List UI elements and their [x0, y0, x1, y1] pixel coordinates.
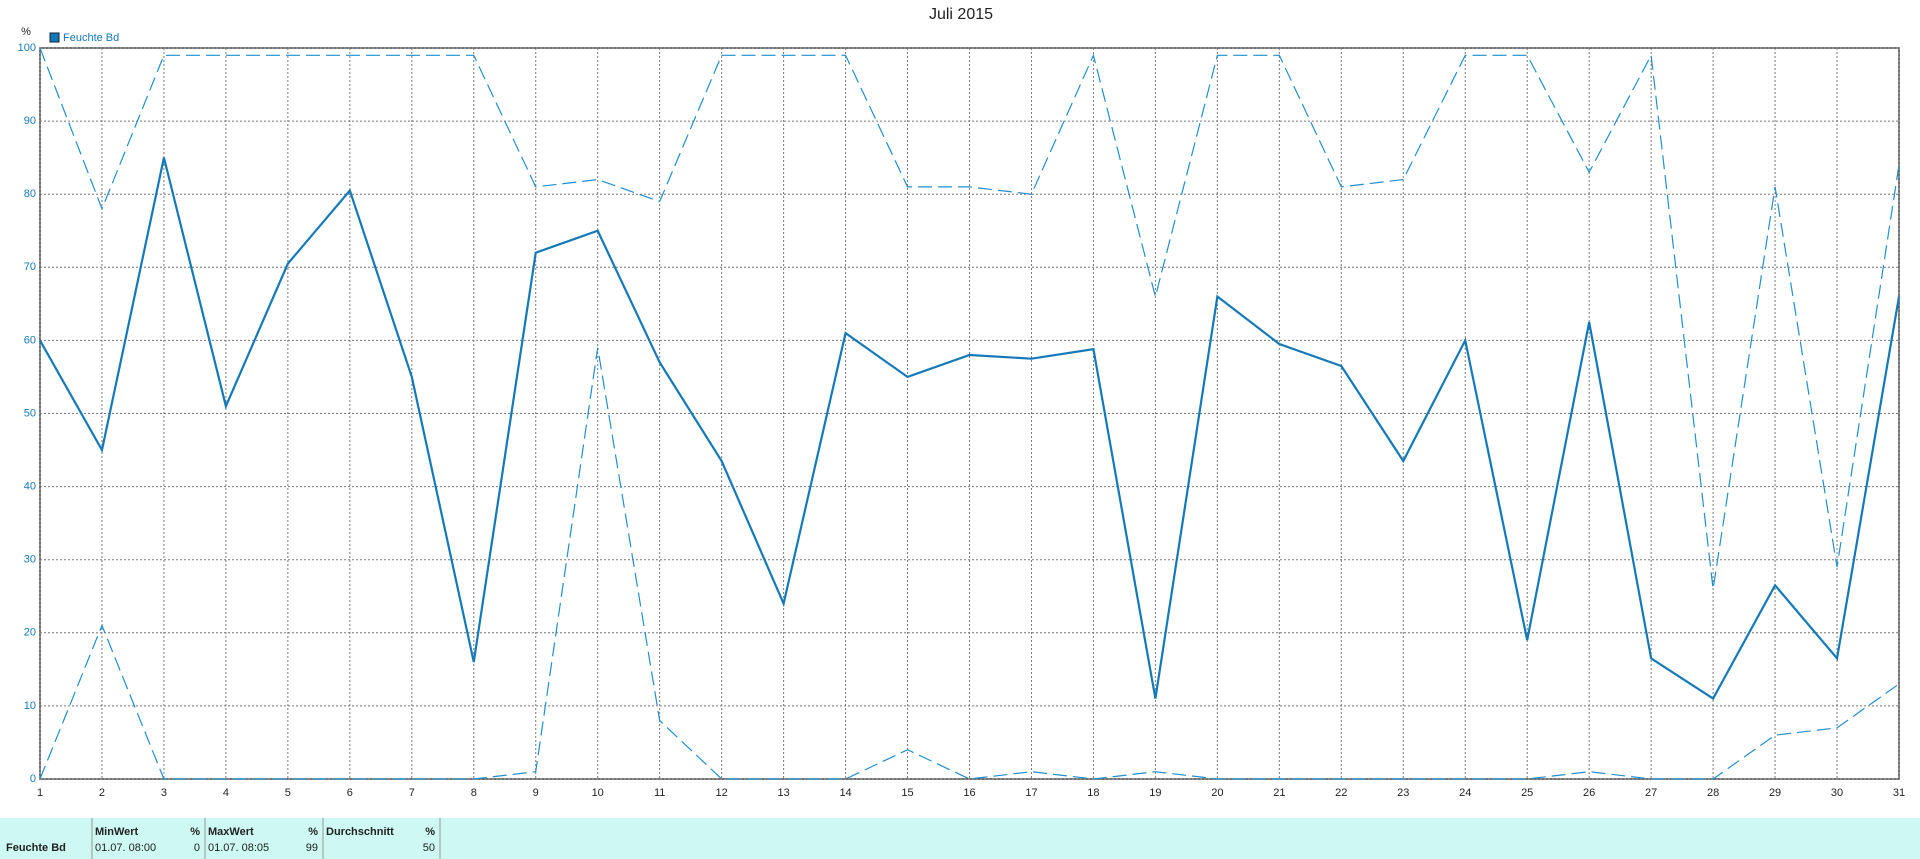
x-tick-label: 20 [1211, 787, 1223, 799]
x-tick-label: 2 [99, 787, 105, 799]
cell-value: 0 [194, 842, 200, 854]
range-line [39, 47, 1900, 590]
x-tick-label: 24 [1459, 787, 1471, 799]
row-label: Feuchte Bd [6, 842, 66, 854]
cell-value: 99 [306, 842, 318, 854]
x-tick-label: 5 [285, 787, 291, 799]
y-tick-label: 60 [24, 334, 36, 346]
x-tick-label: 17 [1025, 787, 1037, 799]
x-tick-label: 22 [1335, 787, 1347, 799]
x-tick-label: 3 [161, 787, 167, 799]
column-unit: % [425, 826, 435, 838]
x-tick-label: 10 [592, 787, 604, 799]
x-tick-label: 15 [901, 787, 913, 799]
x-tick-label: 27 [1645, 787, 1657, 799]
x-tick-label: 1 [37, 787, 43, 799]
y-tick-label: 0 [30, 773, 36, 785]
x-tick-label: 11 [654, 787, 665, 799]
y-tick-label: 50 [24, 407, 36, 419]
column-header: MaxWert [208, 826, 254, 838]
legend-label: Feuchte Bd [63, 32, 119, 44]
x-tick-label: 4 [223, 787, 229, 799]
time-value: 01.07. 08:00 [95, 842, 156, 854]
x-tick-label: 29 [1769, 787, 1781, 799]
x-tick-label: 9 [533, 787, 539, 799]
x-tick-label: 18 [1087, 787, 1099, 799]
x-tick-label: 26 [1583, 787, 1595, 799]
column-unit: % [190, 826, 200, 838]
x-tick-label: 23 [1397, 787, 1409, 799]
x-tick-label: 6 [347, 787, 353, 799]
x-tick-label: 13 [777, 787, 789, 799]
column-header: MinWert [95, 826, 139, 838]
x-tick-label: 25 [1521, 787, 1533, 799]
time-value: 01.07. 08:05 [208, 842, 269, 854]
x-tick-label: 14 [839, 787, 851, 799]
x-tick-label: 16 [963, 787, 975, 799]
x-tick-label: 31 [1893, 787, 1905, 799]
x-tick-label: 8 [471, 787, 477, 799]
x-tick-label: 28 [1707, 787, 1719, 799]
y-tick-label: 100 [18, 42, 36, 54]
y-tick-label: 40 [24, 481, 36, 493]
y-tick-label: 20 [24, 627, 36, 639]
y-tick-label: 10 [24, 700, 36, 712]
chart-title: Juli 2015 [929, 6, 993, 23]
column-header: Durchschnitt [326, 826, 394, 838]
y-tick-label: 70 [24, 261, 36, 273]
x-tick-label: 19 [1149, 787, 1161, 799]
y-tick-label: 30 [24, 554, 36, 566]
y-tick-label: 80 [24, 188, 36, 200]
x-tick-label: 7 [409, 787, 415, 799]
y-unit: % [21, 26, 31, 38]
y-tick-label: 90 [24, 115, 36, 127]
mean-line [39, 157, 1901, 701]
legend-swatch [49, 32, 60, 43]
column-unit: % [308, 826, 318, 838]
x-tick-label: 21 [1273, 787, 1285, 799]
summary-bar [0, 818, 1920, 859]
x-tick-label: 30 [1831, 787, 1843, 799]
x-tick-label: 12 [716, 787, 728, 799]
cell-value: 50 [423, 842, 435, 854]
